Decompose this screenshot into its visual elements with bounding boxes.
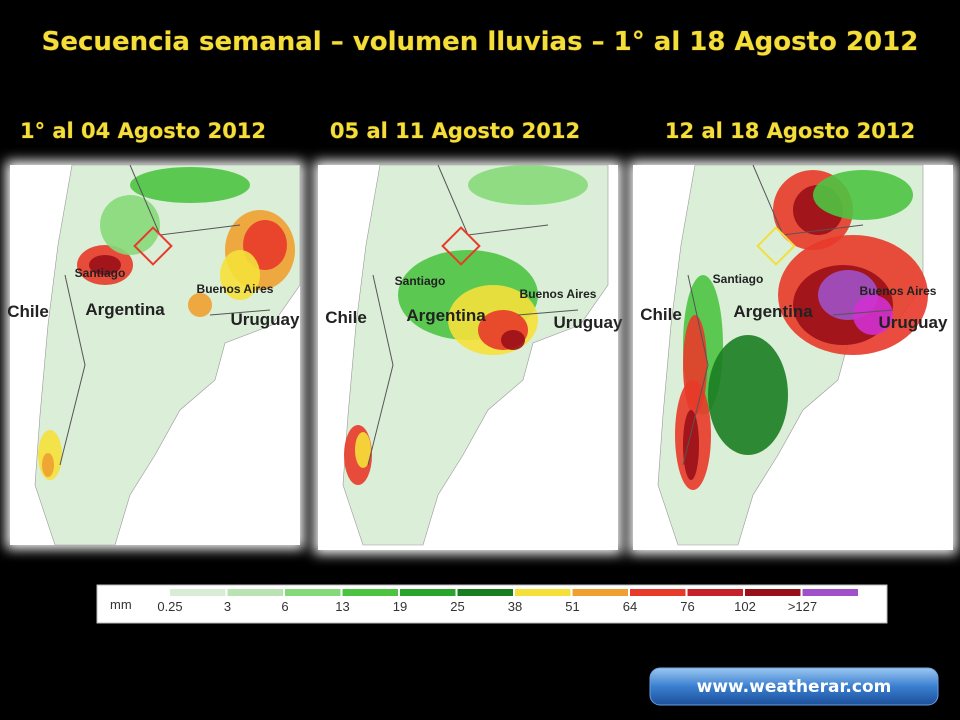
place-label: Buenos Aires [197,282,274,296]
rain-area [130,167,250,203]
legend-label: 0.25 [157,599,182,614]
place-label: Santiago [713,272,764,286]
place-label: Chile [7,302,49,321]
legend-label: 6 [281,599,288,614]
link-text[interactable]: www.weatherar.com [697,677,892,697]
legend-label: 25 [450,599,464,614]
rain-area [683,410,699,480]
legend-swatch [285,589,341,596]
legend-swatch [457,589,513,596]
rain-area [813,170,913,220]
rain-area [42,453,54,477]
legend-label: 76 [680,599,694,614]
rain-area [355,432,371,468]
map: Santiago Chile Argentina Uruguay Buenos Aire… [318,164,624,550]
place-label: Chile [325,308,367,327]
place-label: Buenos Aires [860,284,937,298]
place-label: Buenos Aires [520,287,597,301]
legend-swatch [400,589,456,596]
rain-area [501,330,525,350]
place-label: Argentina [406,306,486,325]
button-bg [649,667,939,706]
legend-label: 64 [623,599,637,614]
place-label: Argentina [85,300,165,319]
legend-swatch [802,589,858,596]
place-label: Santiago [75,266,126,280]
legend-swatch [227,589,283,596]
map: Santiago Chile Argentina Uruguay Buenos Aire… [7,164,301,546]
rain-area [853,295,893,335]
legend-label: >127 [788,599,817,614]
legend-swatch [515,589,571,596]
legend-label: 3 [224,599,231,614]
legend-swatch [170,589,226,596]
legend: mm 0.25 3 6 13 19 25 38 51 64 76 102 >127 [96,584,888,624]
place-label: Santiago [395,274,446,288]
legend-label: 19 [393,599,407,614]
land [342,164,609,546]
legend-swatch [745,589,801,596]
marker [133,226,173,266]
legend-swatch [687,589,743,596]
legend-swatch [630,589,686,596]
map: Santiago Chile Argentina Uruguay Buenos Aire… [633,164,953,550]
place-label: Uruguay [554,313,624,332]
legend-label: 51 [565,599,579,614]
legend-swatch [572,589,628,596]
legend-label: 102 [734,599,756,614]
place-label: Argentina [733,302,813,321]
legend-label: 13 [335,599,349,614]
rain-area [188,293,212,317]
panel-label: 12 al 18 Agosto 2012 [665,119,915,143]
legend-swatch [342,589,398,596]
place-label: Uruguay [879,313,949,332]
rain-area [468,165,588,205]
panel-label: 1° al 04 Agosto 2012 [20,119,266,143]
link-button[interactable]: www.weatherar.com [649,667,939,706]
legend-label: 38 [508,599,522,614]
rain-area [89,255,121,275]
panels: 1° al 04 Agosto 2012 Santiago Chile Argenti… [6,119,957,554]
panel-label: 05 al 11 Agosto 2012 [330,119,580,143]
rain-area [100,195,160,255]
marker [756,226,796,266]
rain-area [708,335,788,455]
marker [441,226,481,266]
place-label: Uruguay [231,310,301,329]
slide-title: Secuencia semanal – volumen lluvias – 1°… [42,27,919,57]
place-label: Chile [640,305,682,324]
legend-unit: mm [110,597,132,612]
rain-area [220,250,260,300]
